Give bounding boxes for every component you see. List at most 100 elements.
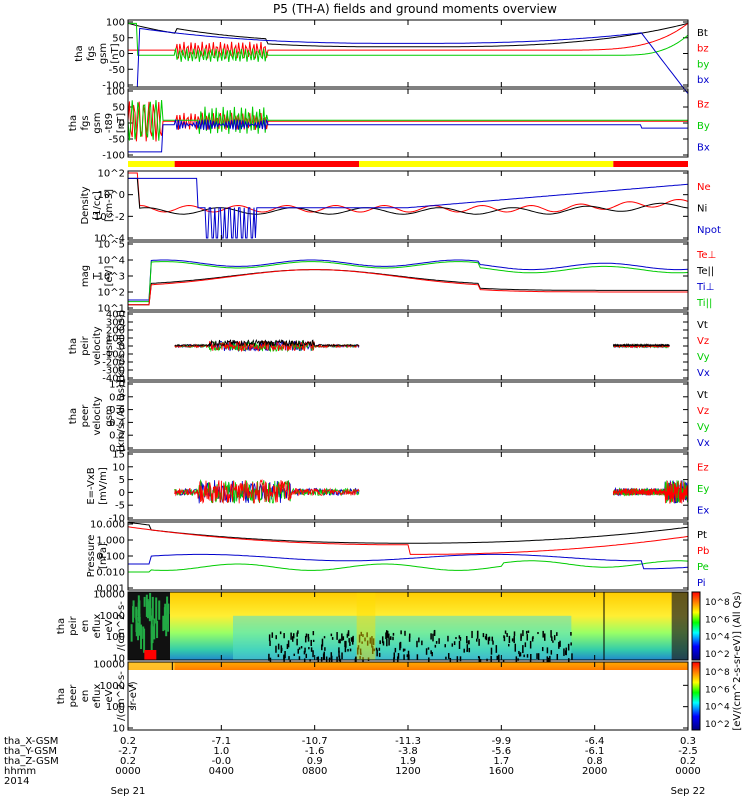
xaxis-row-label: tha_X-GSM bbox=[4, 736, 58, 747]
spectrogram-gap bbox=[297, 630, 299, 634]
ytick-label: -200 bbox=[102, 358, 125, 369]
ytick-label: 15 bbox=[112, 450, 125, 461]
spectrogram-gap bbox=[485, 633, 488, 641]
spectrogram-patch bbox=[128, 662, 175, 670]
ylabel-peer-eflux: peer bbox=[68, 684, 79, 708]
spectrogram-gap bbox=[277, 643, 280, 650]
ylabel-fgs-t89: fgs bbox=[80, 115, 91, 130]
spectrogram-gap bbox=[559, 640, 561, 647]
spectrogram-gap bbox=[487, 637, 490, 645]
colorbar-scale bbox=[691, 591, 701, 661]
spectrogram-gap bbox=[570, 632, 572, 636]
spectrogram-gap bbox=[427, 647, 430, 650]
spectrogram-gap bbox=[556, 653, 559, 661]
spectrogram-gap bbox=[300, 646, 303, 649]
ytick-label: -300 bbox=[102, 366, 125, 377]
ytick-label: 0.010 bbox=[96, 568, 125, 579]
panel-peer-velocity: tha peer velocity gsm [km/s (All Qs)]1.00.8 0… bbox=[68, 380, 710, 455]
spectrogram-gap bbox=[359, 648, 362, 654]
ytick-label: 0.001 bbox=[96, 584, 125, 595]
spectrogram-gap bbox=[530, 653, 532, 661]
series-line-Ni bbox=[128, 177, 688, 215]
ytick-label: 50 bbox=[112, 33, 125, 44]
spectrogram-gap bbox=[271, 632, 274, 638]
spectrogram-gap bbox=[404, 648, 406, 651]
spectrogram-gap bbox=[425, 648, 428, 655]
panel-frame-efield bbox=[127, 451, 689, 521]
legend-entry-temperature: Te|| bbox=[696, 266, 714, 277]
spectrogram-gap bbox=[525, 630, 528, 634]
ylabel-density: [1/cc] bbox=[92, 191, 103, 220]
colorbar-tick: 10^2 bbox=[705, 650, 730, 660]
spectrogram-gap bbox=[349, 648, 352, 652]
panel-traces-fgs-t89 bbox=[128, 99, 688, 153]
ytick-label: -5 bbox=[115, 501, 125, 512]
spectrogram-gap bbox=[349, 642, 351, 646]
ylabel-peir-velocity: peir bbox=[80, 335, 91, 355]
spectrogram-gap bbox=[361, 641, 363, 644]
spectrogram-gap bbox=[497, 656, 499, 659]
spectrogram-gap bbox=[408, 654, 410, 661]
spectrogram-gap bbox=[372, 638, 375, 646]
colorbar-tick: 10^6 bbox=[705, 685, 730, 695]
ytick-label: 10^3 bbox=[98, 272, 125, 283]
spectrogram-gap bbox=[321, 644, 323, 651]
panel-density: Density [1/cc] [cm-3] 10^2 10^0 10^-2 10^-4 Ne N… bbox=[80, 169, 721, 245]
legend-entry-pressure: Pi bbox=[697, 578, 706, 589]
spectrogram-gap bbox=[277, 654, 280, 658]
ylabel-peer-velocity: peer bbox=[80, 404, 91, 428]
spectrogram-gap bbox=[322, 653, 325, 661]
spectrogram-gap bbox=[463, 648, 465, 653]
ytick-label: 10^-2 bbox=[94, 212, 125, 223]
ylabel-pressure: [nPa] bbox=[98, 543, 109, 569]
spectrogram-gap bbox=[298, 656, 301, 661]
ylabel-fgs-t89: -t89 bbox=[104, 113, 115, 133]
spectrogram-gap bbox=[408, 633, 411, 638]
spectrogram-gap bbox=[347, 632, 350, 636]
ytick-label: 1.0 bbox=[109, 380, 125, 391]
spectrogram-gap bbox=[373, 648, 376, 652]
legend-entry-fgs: bz bbox=[697, 44, 709, 55]
spectrogram-gap bbox=[304, 635, 307, 643]
ytick-label: 10^-4 bbox=[94, 234, 125, 245]
legend-entry-peir-velocity: Vt bbox=[697, 320, 708, 331]
spectrogram-gap bbox=[379, 640, 381, 645]
xaxis-tick-x: -9.9 bbox=[492, 736, 512, 747]
spectrogram-gap bbox=[466, 644, 469, 652]
xaxis-tick-hhmm: 0800 bbox=[302, 766, 327, 777]
xaxis-tick-z: 1.9 bbox=[400, 756, 416, 767]
series-line-Pb bbox=[128, 526, 688, 555]
spectrogram-gap bbox=[556, 632, 558, 636]
spectrogram-gap bbox=[537, 653, 540, 661]
spectrogram-gap bbox=[356, 647, 359, 655]
ylabel-peer-velocity: velocity bbox=[92, 396, 103, 435]
spectrogram-gap bbox=[298, 647, 301, 650]
xaxis-tick-y: -2.7 bbox=[118, 746, 138, 757]
xaxis-tick-y: -5.6 bbox=[492, 746, 512, 757]
spectrogram-gap bbox=[482, 633, 485, 638]
spectrogram-patch bbox=[137, 670, 151, 710]
panel-traces-peir-eflux bbox=[128, 592, 688, 667]
xaxis-tick-z: 0.2 bbox=[680, 756, 696, 767]
ytick-label: -100 bbox=[102, 350, 125, 361]
ylabel-peer-eflux: eflux bbox=[92, 684, 103, 709]
spectrogram-gap bbox=[303, 650, 306, 655]
spectrogram-gap bbox=[520, 635, 522, 639]
spectrogram-gap bbox=[312, 650, 314, 658]
spectrogram-gap bbox=[524, 642, 527, 648]
spectrogram-gap bbox=[484, 636, 487, 640]
xaxis-tick-hhmm: 0400 bbox=[209, 766, 234, 777]
spectrogram-gap bbox=[366, 640, 369, 646]
ytick-label: 0 bbox=[119, 49, 125, 60]
spectrogram-gap bbox=[268, 634, 271, 642]
spectrogram-patch bbox=[193, 699, 408, 713]
xaxis-tick-hhmm: 1600 bbox=[489, 766, 514, 777]
series-line-velocity bbox=[612, 342, 670, 348]
spectrogram-gap bbox=[477, 630, 479, 637]
legend-entry-density: Ne bbox=[697, 182, 711, 193]
spectrogram-gap bbox=[284, 651, 286, 659]
spectrogram-peer-eflux bbox=[128, 662, 688, 670]
ytick-label: 200 bbox=[106, 326, 125, 337]
ylabel-peir-velocity: velocity bbox=[92, 326, 103, 365]
